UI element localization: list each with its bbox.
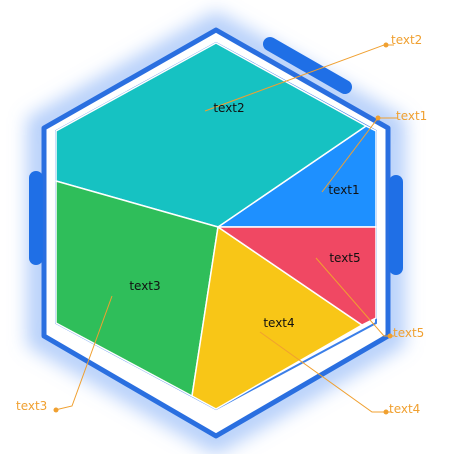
slice-text5 <box>215 226 377 326</box>
callout-label-text3: text3 <box>16 399 47 413</box>
hexagon-glow <box>27 11 405 454</box>
frame-accent-top-right <box>263 37 352 94</box>
callout-dots <box>53 42 393 415</box>
callout-label-text1: text1 <box>396 109 427 123</box>
callout-label-text2: text2 <box>391 33 422 47</box>
leader-text3 <box>54 295 113 411</box>
dot-text4 <box>383 409 389 415</box>
callout-label-text5: text5 <box>393 326 424 340</box>
callout-label-text4: text4 <box>389 402 420 416</box>
dot-text1 <box>375 115 381 121</box>
slices <box>55 42 377 410</box>
dot-text2 <box>383 42 389 48</box>
slice-label-text4: text4 <box>263 316 294 330</box>
slice-label-text5: text5 <box>329 251 360 265</box>
dot-text5 <box>387 333 393 339</box>
slice-label-text1: text1 <box>328 183 359 197</box>
slice-label-text2: text2 <box>213 101 244 115</box>
slice-label-text3: text3 <box>129 279 160 293</box>
dot-text3 <box>53 407 59 413</box>
